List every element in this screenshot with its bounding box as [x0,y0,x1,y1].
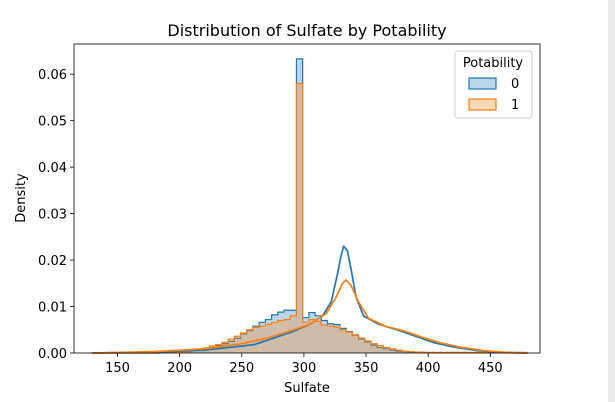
y-tick-label-1: 0.01 [38,301,67,316]
y-tick-label-2: 0.02 [38,254,67,269]
hist-bar-0-26 [252,326,260,353]
window-edge [608,0,615,402]
hist-bar-0-23 [234,338,241,353]
hist-bar-0-18 [203,349,210,353]
y-tick-label-5: 0.05 [38,115,67,130]
hist-bar-1-36 [315,321,322,353]
hist-bar-0-37 [321,320,328,353]
hist-bar-0-41 [346,331,353,353]
y-tick-label-0: 0.00 [38,347,67,362]
hist-bar-1-42 [352,335,359,353]
x-tick-label-150: 150 [105,361,130,376]
y-tick-label-4: 0.04 [38,161,67,176]
hist-bar-1-46 [377,345,384,353]
hist-bar-0-29 [271,314,278,353]
legend-title: Potability [463,56,524,71]
hist-bar-0-42 [352,334,359,353]
y-tick-label-6: 0.06 [38,68,67,83]
hist-bar-1-48 [389,348,396,353]
hist-bar-1-49 [395,350,403,353]
chart-title: Distribution of Sulfate by Potability [167,21,446,40]
kde-line-1 [92,279,528,354]
hist-bar-1-37 [321,325,328,353]
plot-frame [73,43,541,354]
hist-bar-0-44 [364,341,371,353]
hist-bar-1-50 [402,351,409,353]
legend-label-1: 1 [511,98,519,113]
hist-bar-0-46 [377,347,384,353]
hist-bar-0-38 [327,323,334,353]
hist-bar-1-47 [383,347,390,353]
hist-bar-1-41 [346,332,353,353]
hist-bar-0-35 [308,312,316,353]
legend-label-0: 0 [511,77,519,92]
hist-bar-1-31 [284,319,291,353]
hist-bar-1-28 [265,324,272,353]
legend: Potability 0 1 [454,50,533,119]
hist-bar-1-38 [327,326,334,353]
hist-bar-0-45 [370,345,378,353]
hist-bar-1-33 [296,83,303,353]
hist-bar-1-32 [290,315,297,353]
hist-bar-0-34 [302,317,309,353]
hist-bar-0-39 [333,324,340,353]
legend-frame [454,50,533,119]
x-axis: 150 200 250 300 350 400 450 [105,353,503,376]
hist-bar-0-19 [209,347,216,353]
hist-bar-0-33 [296,58,303,353]
y-axis: 0.00 0.01 0.02 0.03 0.04 0.05 0.06 [38,68,74,362]
legend-swatch-1 [468,98,497,111]
hist-bar-0-17 [197,350,204,353]
hist-bar-0-36 [315,315,322,353]
x-tick-label-300: 300 [291,361,316,376]
hist-bar-1-39 [333,326,340,353]
hist-bar-0-30 [277,312,285,353]
hist-bar-1-40 [339,329,347,353]
x-tick-label-400: 400 [416,361,441,376]
x-axis-label: Sulfate [284,381,330,396]
legend-swatch-0 [468,77,497,90]
y-axis-label: Density [14,173,29,223]
hist-bar-1-44 [364,340,371,353]
hist-bar-0-28 [265,319,272,353]
hist-bar-0-16 [190,350,198,353]
hist-bar-1-45 [370,343,378,353]
hist-bar-0-43 [358,339,365,353]
hist-bar-1-15 [184,351,191,353]
hist-bar-1-22 [228,339,235,353]
x-tick-label-200: 200 [167,361,192,376]
x-tick-label-250: 250 [229,361,254,376]
hist-bar-1-16 [190,350,198,353]
hist-bar-0-27 [259,322,266,353]
x-tick-label-450: 450 [478,361,503,376]
hist-bar-0-49 [395,351,403,353]
hist-bar-1-30 [277,320,285,353]
hist-bar-0-40 [339,328,347,353]
kde-line-0 [92,245,528,354]
hist-bar-0-50 [402,351,409,353]
y-tick-label-3: 0.03 [38,208,67,223]
hist-bar-1-35 [308,319,316,353]
hist-bar-0-48 [389,350,396,353]
hist-bar-1-34 [302,322,309,353]
hist-bar-0-15 [184,351,191,353]
hist-bar-1-51 [408,351,415,353]
x-tick-label-350: 350 [354,361,379,376]
hist-bar-0-47 [383,348,390,353]
hist-bar-1-43 [358,338,365,353]
plot-area [91,58,528,354]
